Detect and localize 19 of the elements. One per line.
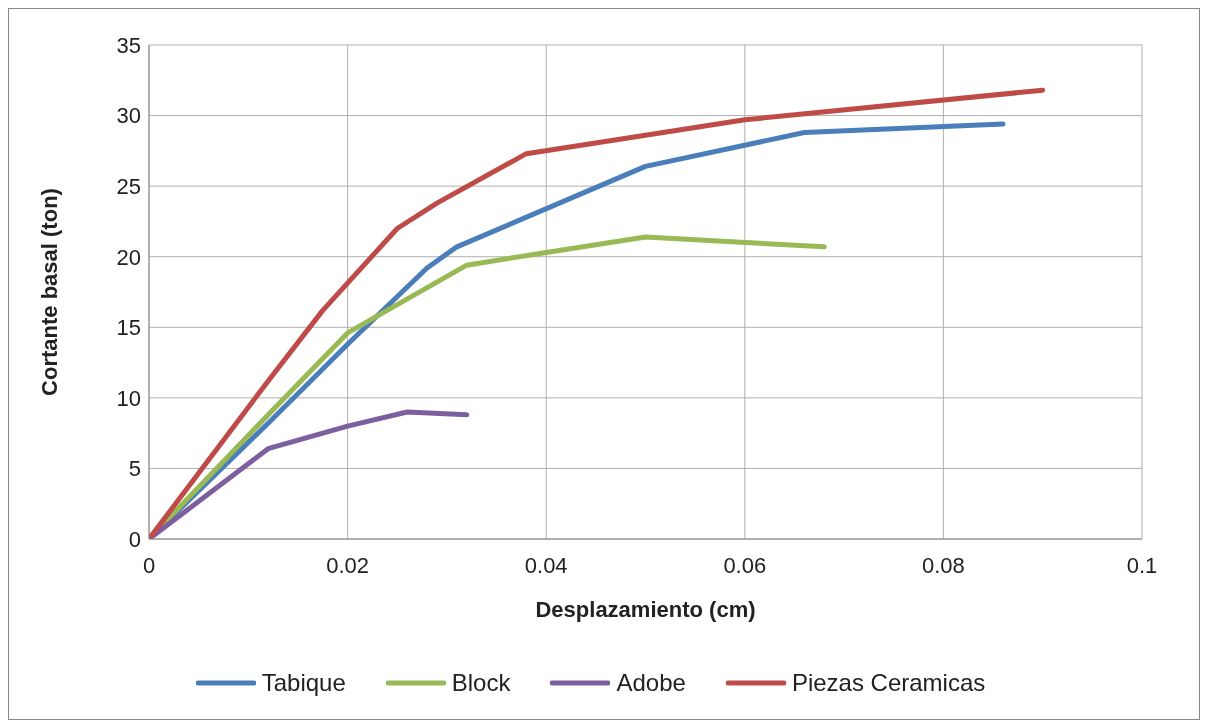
legend-label: Block — [451, 669, 511, 697]
x-tick-label: 0.08 — [921, 552, 965, 578]
x-axis-title: Desplazamiento (cm) — [535, 596, 756, 622]
x-tick-label: 0.06 — [723, 552, 767, 578]
y-tick-label: 15 — [116, 315, 141, 341]
y-axis-title: Cortante basal (ton) — [36, 188, 62, 396]
y-tick-label: 20 — [116, 244, 141, 270]
y-tick-label: 35 — [116, 32, 141, 58]
legend-label: Adobe — [616, 669, 686, 697]
y-tick-label: 0 — [128, 526, 141, 552]
x-tick-label: 0.02 — [326, 552, 370, 578]
legend-label: Piezas Ceramicas — [791, 669, 986, 697]
legend-label: Tabique — [261, 669, 346, 697]
y-tick-label: 10 — [116, 385, 141, 411]
y-tick-label: 30 — [116, 103, 141, 129]
y-tick-label: 5 — [128, 456, 141, 482]
x-tick-label: 0.1 — [1126, 552, 1158, 578]
x-tick-label: 0.04 — [524, 552, 568, 578]
y-tick-label: 25 — [116, 173, 141, 199]
